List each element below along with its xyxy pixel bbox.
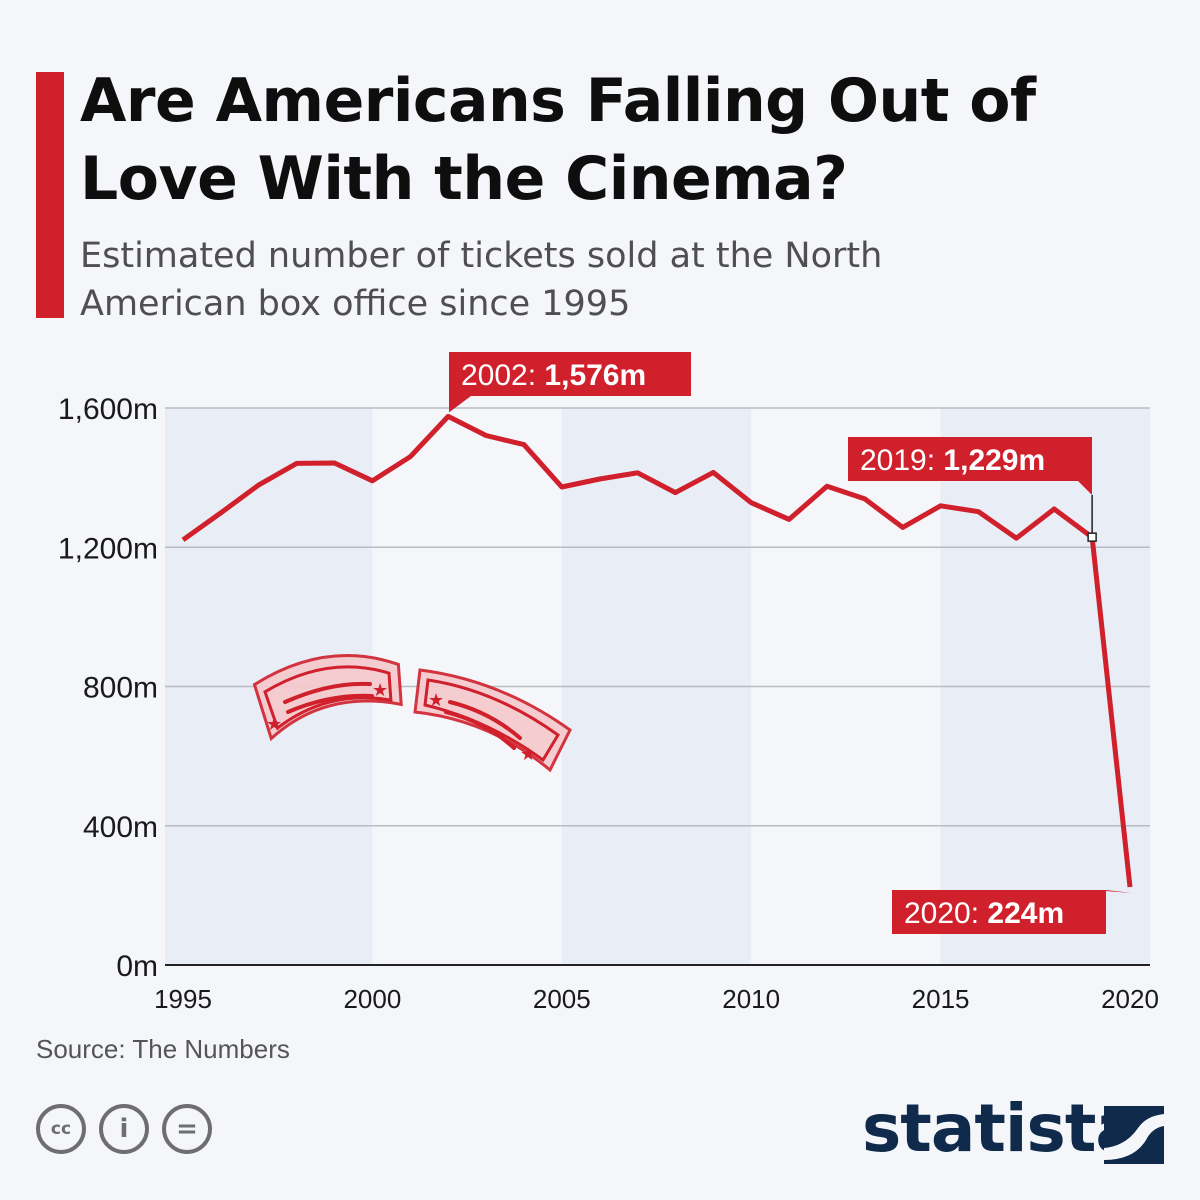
svg-text:★: ★ bbox=[266, 714, 282, 735]
annotation-2019: 2019: 1,229m bbox=[848, 437, 1092, 495]
x-tick-label: 2020 bbox=[1101, 984, 1159, 1014]
svg-text:2002: 1,576m: 2002: 1,576m bbox=[461, 359, 646, 392]
y-tick-label: 800m bbox=[83, 672, 158, 705]
x-tick-label: 1995 bbox=[154, 984, 212, 1014]
svg-text:2020: 224m: 2020: 224m bbox=[904, 897, 1064, 930]
statista-logo-text: statista bbox=[862, 1090, 1140, 1167]
y-tick-label: 1,600m bbox=[58, 393, 158, 426]
cc-icon: cc bbox=[36, 1104, 86, 1154]
svg-text:★: ★ bbox=[372, 680, 388, 701]
no-derivatives-icon: = bbox=[162, 1104, 212, 1154]
x-tick-label: 2005 bbox=[533, 984, 591, 1014]
y-tick-label: 1,200m bbox=[58, 532, 158, 565]
cinema-tickets-illustration: ★ ★ ★ ★ bbox=[252, 654, 572, 773]
svg-text:2019: 1,229m: 2019: 1,229m bbox=[860, 444, 1045, 477]
x-tick-label: 2000 bbox=[343, 984, 401, 1014]
chart-title: Are Americans Falling Out of Love With t… bbox=[80, 66, 1036, 214]
title-accent-bar bbox=[36, 72, 64, 318]
attribution-icon: i bbox=[99, 1104, 149, 1154]
x-tick-label: 2010 bbox=[722, 984, 780, 1014]
x-tick-label: 2015 bbox=[912, 984, 970, 1014]
line-chart: 0m 400m 800m 1,200m 1,600m 1995 2000 2005 2010 2… bbox=[58, 352, 1159, 1014]
license-icons: cc i = bbox=[36, 1104, 212, 1154]
svg-text:★: ★ bbox=[520, 744, 536, 765]
y-tick-label: 400m bbox=[83, 811, 158, 844]
data-point-marker bbox=[1087, 532, 1097, 542]
annotation-2020: 2020: 224m bbox=[892, 890, 1132, 934]
annotation-2002: 2002: 1,576m bbox=[449, 352, 691, 413]
svg-text:★: ★ bbox=[428, 690, 444, 711]
source-note: Source: The Numbers bbox=[36, 1034, 290, 1064]
statista-logo-icon bbox=[1104, 1106, 1164, 1164]
chart-subtitle: Estimated number of tickets sold at the … bbox=[80, 236, 883, 324]
y-tick-label: 0m bbox=[116, 950, 158, 983]
tickets-sold-line bbox=[181, 413, 1133, 888]
